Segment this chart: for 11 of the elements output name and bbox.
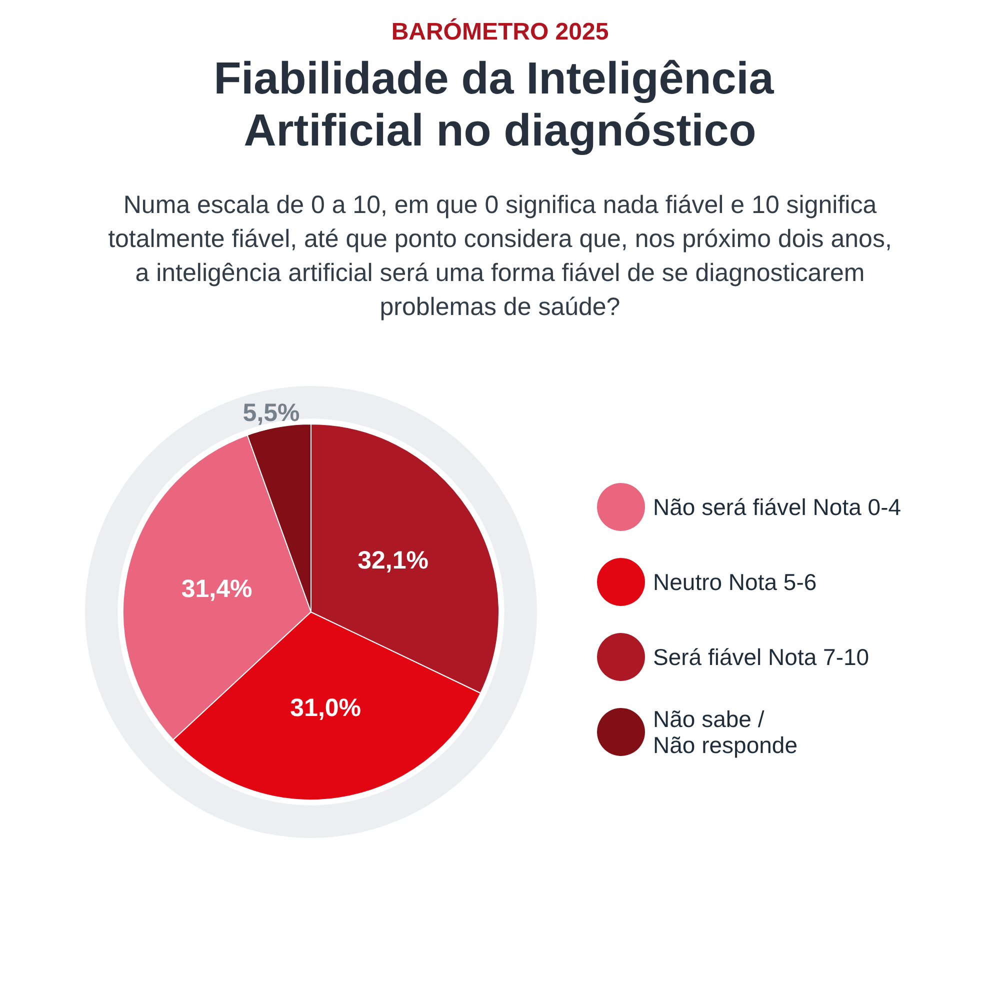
- data-label: 31,4%: [181, 575, 252, 604]
- legend-label: Não será fiável Nota 0-4: [653, 494, 902, 520]
- text: BARÓMETRO 2025: [391, 18, 609, 46]
- chart-title: Fiabilidade da Inteligência Artificial no diagnóstico: [214, 52, 786, 156]
- data-label: 32,1%: [358, 546, 429, 574]
- legend-label: Neutro Nota 5-6: [653, 569, 817, 595]
- data-label: 5,5%: [242, 399, 300, 428]
- legend-label: Não sabe / Não responde: [653, 706, 798, 758]
- data-label: 31,0%: [290, 694, 362, 722]
- chart-subtitle: Numa escala de 0 a 10, em que 0 significa nada fiável e 10 significa totalmente fiável, até que ponto considera que, nos próximo dois anos, a inteligência artificial será uma forma fiável de se diagnosticarem problemas de saúde?: [107, 190, 893, 323]
- legend-label: Será fiável Nota 7-10: [653, 644, 870, 670]
